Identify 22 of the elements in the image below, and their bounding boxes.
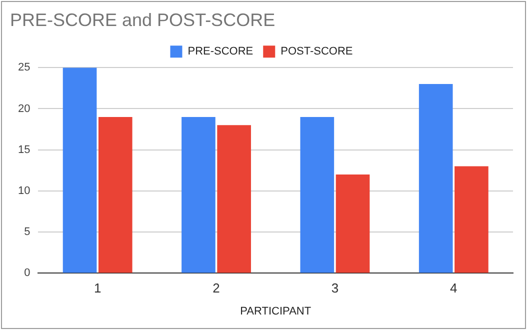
- x-axis-title: PARTICIPANT: [240, 305, 312, 318]
- legend-label: POST-SCORE: [280, 46, 353, 58]
- bar: [454, 166, 488, 273]
- bar: [336, 174, 370, 273]
- x-tick-label: 2: [212, 280, 220, 296]
- bar: [62, 68, 97, 273]
- bar: [300, 116, 334, 273]
- y-tick-label: 0: [24, 267, 30, 280]
- y-tick-label: 10: [18, 184, 30, 197]
- x-tick-label: 4: [450, 280, 458, 296]
- bar: [182, 116, 216, 273]
- x-tick-label: 3: [331, 280, 339, 296]
- x-tick-label: 1: [94, 280, 102, 296]
- bar: [217, 125, 251, 273]
- chart-title: PRE-SCORE and POST-SCORE: [10, 10, 276, 30]
- bar: [98, 116, 132, 273]
- y-tick-label: 20: [18, 102, 30, 115]
- legend-label: PRE-SCORE: [188, 46, 254, 58]
- y-tick-label: 5: [24, 226, 30, 238]
- y-tick-label: 15: [18, 144, 30, 156]
- bar: [418, 84, 453, 273]
- y-tick-label: 25: [18, 62, 30, 74]
